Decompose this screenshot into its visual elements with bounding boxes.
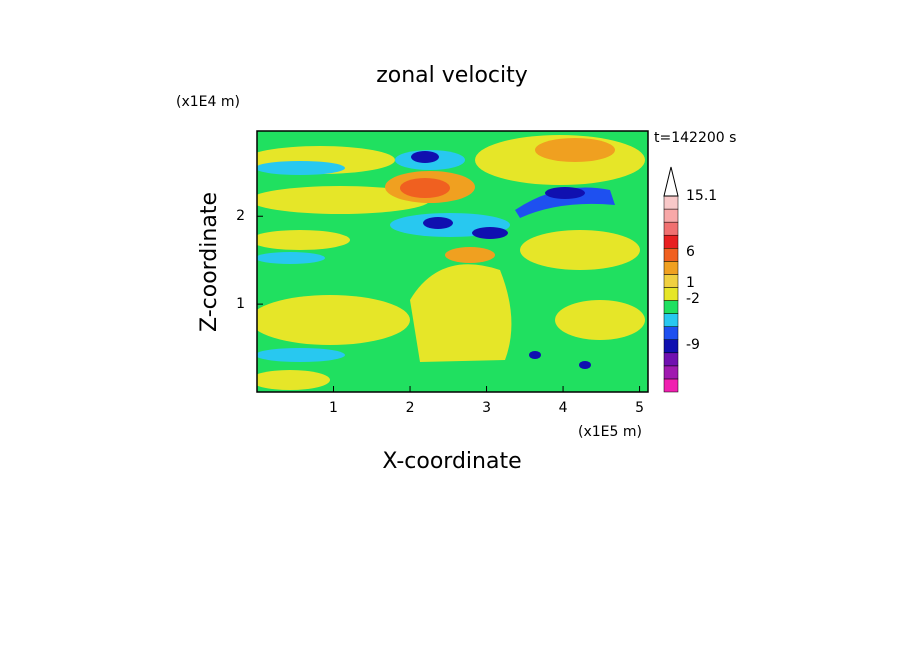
y-unit: (x1E4 m) xyxy=(176,94,240,110)
colorbar-label: -2 xyxy=(686,291,700,307)
colorbar-arrow xyxy=(663,166,679,197)
colorbar-label: 15.1 xyxy=(686,188,717,204)
x-tick-label: 4 xyxy=(559,400,568,416)
colorbar-swatch xyxy=(663,287,679,301)
colorbar-label: 1 xyxy=(686,275,695,291)
y-axis-label: Z-coordinate xyxy=(197,192,222,332)
colorbar-swatch xyxy=(663,300,679,314)
colorbar-swatch xyxy=(663,326,679,340)
contour-field xyxy=(257,131,648,392)
colorbar-swatch xyxy=(663,248,679,262)
colorbar-swatch xyxy=(663,313,679,327)
colorbar-swatch xyxy=(663,234,679,249)
colorbar-swatch xyxy=(663,221,679,236)
colorbar-swatch xyxy=(663,352,679,367)
x-tick-label: 1 xyxy=(329,400,338,416)
plot-frame xyxy=(256,130,649,393)
x-tick-label: 3 xyxy=(482,400,491,416)
time-label: t=142200 s xyxy=(654,130,736,146)
y-tick-label: 1 xyxy=(236,296,245,312)
colorbar-swatch xyxy=(663,261,679,275)
x-unit: (x1E5 m) xyxy=(578,424,642,440)
y-tick-label: 2 xyxy=(236,208,245,224)
colorbar-label: -9 xyxy=(686,337,700,353)
colorbar-swatch xyxy=(663,195,679,210)
colorbar-swatch xyxy=(663,339,679,354)
x-tick-label: 5 xyxy=(635,400,644,416)
colorbar-label: 6 xyxy=(686,244,695,260)
colorbar-swatch xyxy=(663,274,679,288)
x-tick-label: 2 xyxy=(406,400,415,416)
colorbar-swatch xyxy=(663,208,679,223)
colorbar-swatch xyxy=(663,365,679,380)
colorbar-swatch xyxy=(663,378,679,393)
x-axis-label: X-coordinate xyxy=(382,449,521,474)
chart-title: zonal velocity xyxy=(376,63,528,88)
